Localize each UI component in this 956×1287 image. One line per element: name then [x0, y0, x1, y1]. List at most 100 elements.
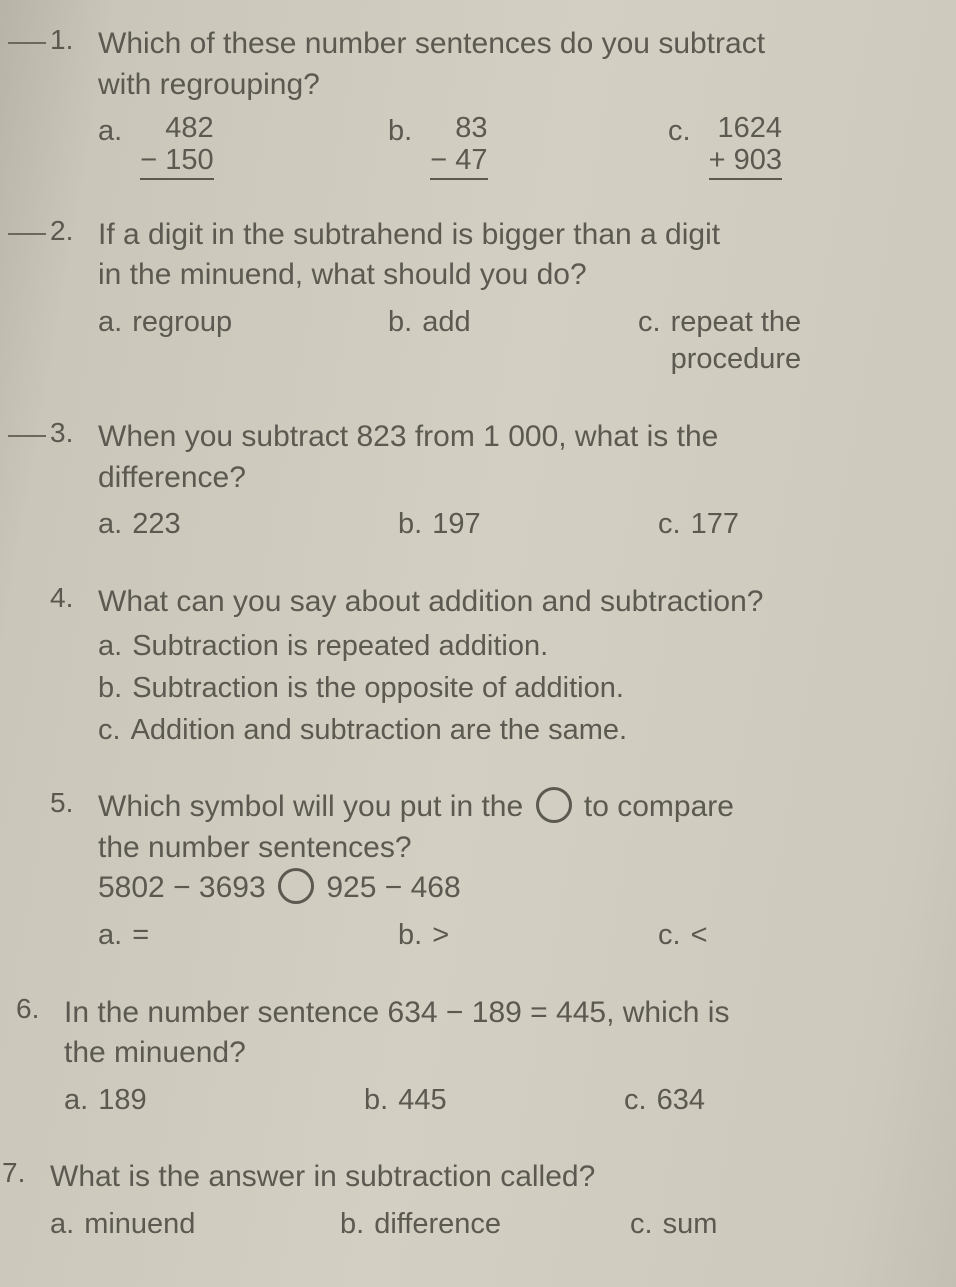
prompt-line: What can you say about addition and subt… — [98, 585, 763, 618]
prompt-line: to compare — [584, 790, 734, 823]
prompt-line: Which of these number sentences do you s… — [98, 27, 765, 60]
choice-text: 445 — [398, 1084, 446, 1116]
question-number: 3. — [50, 417, 73, 449]
worksheet-page: 1. Which of these number sentences do yo… — [0, 0, 956, 1287]
prompt-line: If a digit in the subtrahend is bigger t… — [98, 218, 720, 251]
choice-text: 634 — [657, 1084, 705, 1116]
choice-text: 189 — [98, 1084, 146, 1116]
choice-text: sum — [663, 1208, 718, 1240]
circle-blank-icon — [536, 787, 572, 823]
stack-bottom: + 903 — [709, 144, 782, 180]
question-prompt: What is the answer in subtraction called… — [50, 1157, 926, 1198]
choice-b[interactable]: b. Subtraction is the opposite of additio… — [98, 670, 926, 708]
choice-a[interactable]: a. 482 − 150 — [98, 113, 388, 177]
choice-label: b. — [388, 113, 412, 151]
choice-c[interactable]: c. 1624 + 903 — [668, 113, 926, 177]
choices: a. Subtraction is repeated addition. b. Su… — [98, 628, 926, 749]
choice-text: minuend — [84, 1208, 195, 1240]
prompt-line: in the minuend, what should you do? — [98, 258, 587, 291]
choice-c[interactable]: c.sum — [630, 1206, 926, 1244]
stack-top: 1624 — [718, 112, 783, 144]
prompt-line: When you subtract 823 from 1 000, what i… — [98, 420, 718, 453]
arithmetic-stack: 482 − 150 — [140, 113, 213, 177]
choices: a. minuend b. difference c.sum — [50, 1206, 926, 1244]
choice-a[interactable]: a. 189 — [64, 1082, 364, 1120]
choice-b[interactable]: b. 197 — [398, 506, 658, 544]
choice-c[interactable]: c.< — [658, 917, 926, 955]
answer-blank[interactable] — [8, 233, 46, 235]
choice-label: a. — [98, 628, 122, 666]
choice-text: 177 — [691, 508, 739, 540]
choices: a. 189 b. 445 c.634 — [64, 1082, 926, 1120]
choice-b[interactable]: b.> — [398, 917, 658, 955]
choice-b[interactable]: b. add — [388, 304, 638, 379]
question-number: 2. — [50, 215, 73, 247]
choice-c[interactable]: c.634 — [624, 1082, 926, 1120]
choice-text: regroup — [132, 306, 232, 338]
question-number: 4. — [50, 582, 73, 614]
prompt-line: What is the answer in subtraction called… — [50, 1160, 595, 1193]
choices: a.= b.> c.< — [98, 917, 926, 955]
choice-label: c. — [658, 917, 681, 955]
choice-c[interactable]: c.repeat the c.procedure — [638, 304, 926, 379]
choice-text: procedure — [671, 343, 802, 375]
choice-b[interactable]: b. 83 − 47 — [388, 113, 668, 177]
choice-label: b. — [364, 1082, 388, 1120]
choice-label: b. — [340, 1206, 364, 1244]
stack-bottom: − 150 — [140, 144, 213, 180]
stack-top: 83 — [455, 112, 487, 144]
choice-text: Addition and subtraction are the same. — [131, 714, 628, 746]
choice-text: 197 — [432, 508, 480, 540]
choice-text: > — [432, 919, 449, 951]
choices: a.223 b. 197 c. 177 — [98, 506, 926, 544]
choice-label: b. — [388, 304, 412, 342]
question-5: 5. Which symbol will you put in the to c… — [50, 787, 926, 954]
expression-left: 5802 − 3693 — [98, 871, 266, 904]
arithmetic-stack: 83 − 47 — [430, 113, 487, 177]
choice-text: Subtraction is repeated addition. — [132, 630, 548, 662]
choice-label: c. — [668, 113, 691, 151]
question-prompt: If a digit in the subtrahend is bigger t… — [98, 215, 926, 296]
choice-label: a. — [64, 1082, 88, 1120]
choice-text: difference — [374, 1208, 501, 1240]
stack-bottom: − 47 — [430, 144, 487, 180]
prompt-line: with regrouping? — [98, 68, 320, 101]
question-7: 7. What is the answer in subtraction cal… — [2, 1157, 926, 1243]
choice-label: a. — [98, 304, 122, 342]
arithmetic-stack: 1624 + 903 — [709, 113, 782, 177]
question-prompt: What can you say about addition and subt… — [98, 582, 926, 623]
choice-label: a. — [50, 1206, 74, 1244]
choice-a[interactable]: a.223 — [98, 506, 398, 544]
choice-b[interactable]: b. 445 — [364, 1082, 624, 1120]
choice-a[interactable]: a.= — [98, 917, 398, 955]
prompt-line: difference? — [98, 461, 246, 494]
choices: a. regroup b. add c.repeat the c.procedure — [98, 304, 926, 379]
choice-label: c. — [658, 506, 681, 544]
choice-c[interactable]: c. 177 — [658, 506, 926, 544]
question-prompt: When you subtract 823 from 1 000, what i… — [98, 417, 926, 498]
question-prompt: Which of these number sentences do you s… — [98, 24, 926, 105]
choice-text: = — [132, 919, 149, 951]
choice-label: b. — [98, 670, 122, 708]
choice-text: add — [422, 306, 470, 338]
answer-blank[interactable] — [8, 42, 46, 44]
choice-c[interactable]: c.Addition and subtraction are the same. — [98, 712, 926, 750]
choice-label: b. — [398, 506, 422, 544]
prompt-line: the minuend? — [64, 1036, 246, 1069]
choice-a[interactable]: a. regroup — [98, 304, 388, 379]
question-number: 1. — [50, 24, 73, 56]
question-2: 2. If a digit in the subtrahend is bigge… — [50, 215, 926, 379]
expression-right: 925 − 468 — [326, 871, 460, 904]
answer-blank[interactable] — [8, 435, 46, 437]
prompt-line: the number sentences? — [98, 831, 412, 864]
choice-a[interactable]: a. Subtraction is repeated addition. — [98, 628, 926, 666]
prompt-line: In the number sentence 634 − 189 = 445, … — [64, 996, 729, 1029]
choice-a[interactable]: a. minuend — [50, 1206, 340, 1244]
choice-text: repeat the — [671, 306, 802, 338]
stack-top: 482 — [165, 112, 213, 144]
choice-b[interactable]: b. difference — [340, 1206, 630, 1244]
question-3: 3. When you subtract 823 from 1 000, wha… — [50, 417, 926, 544]
choice-label: a. — [98, 113, 122, 151]
question-prompt: In the number sentence 634 − 189 = 445, … — [64, 993, 926, 1074]
choice-text: Subtraction is the opposite of addition. — [132, 672, 624, 704]
